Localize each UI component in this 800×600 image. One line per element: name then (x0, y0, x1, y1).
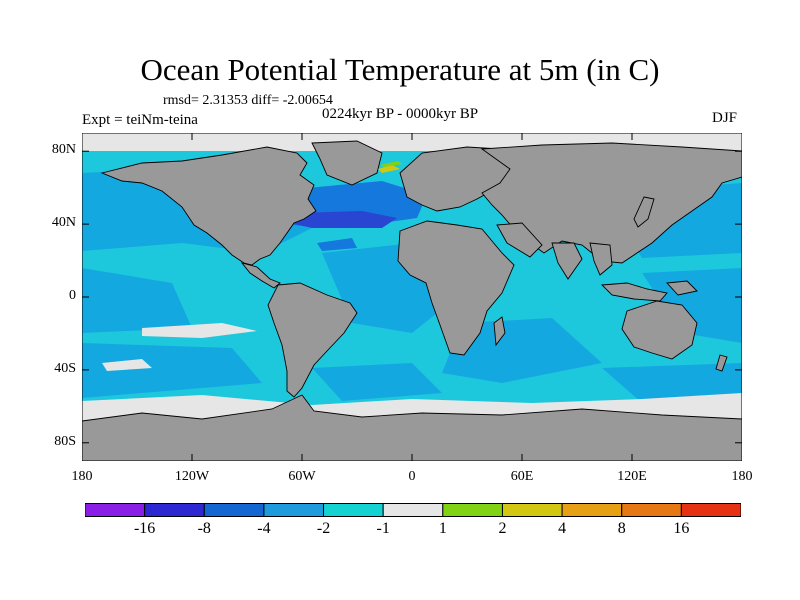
colorbar-swatch-0 (85, 503, 146, 517)
colorbar-label-3: -2 (316, 520, 331, 537)
colorbar-swatch-5 (382, 503, 444, 517)
experiment-label: Expt = teiNm-teina (82, 112, 198, 128)
colorbar-label-9: 16 (673, 520, 690, 537)
colorbar-swatch-9 (621, 503, 682, 517)
indonesia (600, 282, 668, 302)
lon-label-1: 120W (174, 469, 210, 484)
colorbar-swatch-1 (144, 503, 205, 517)
arctic-warm-streaks (378, 161, 402, 173)
colorbar-swatch-10 (680, 503, 741, 517)
colorbar-swatch-7 (501, 503, 563, 517)
land-masses (82, 140, 742, 461)
colorbar-swatch-2 (203, 503, 265, 517)
colorbar-label-0: -16 (133, 520, 156, 537)
lon-label-5: 120E (617, 469, 647, 484)
madagascar (493, 316, 506, 347)
lon-label-3: 0 (408, 469, 416, 484)
colorbar-swatch-4 (323, 503, 384, 517)
lat-label-80n: 80N (51, 142, 76, 158)
japan (633, 196, 655, 228)
statistics-label: rmsd= 2.31353 diff= -2.00654 (163, 93, 333, 108)
lat-label-0: 0 (69, 288, 76, 303)
lon-label-4: 60E (510, 469, 534, 484)
india (551, 242, 583, 280)
lat-label-40n: 40N (51, 215, 76, 231)
lon-label-0: 180 (71, 469, 93, 484)
period-label: 0224kyr BP - 0000kyr BP (322, 106, 479, 122)
new-guinea (666, 280, 698, 296)
colorbar-label-4: -1 (376, 520, 390, 537)
arabia (496, 222, 543, 258)
lon-label-2: 60W (288, 469, 316, 484)
colorbar-label-5: 1 (438, 520, 447, 537)
new-zealand (715, 354, 728, 372)
lat-label-40s: 40S (54, 360, 76, 376)
antarctica (82, 394, 742, 461)
colorbar-label-6: 2 (498, 520, 507, 537)
colorbar-swatch-6 (442, 503, 503, 517)
map-content (82, 133, 742, 461)
colorbar-label-7: 4 (558, 520, 567, 537)
southeast-asia (589, 242, 613, 276)
season-label: DJF (712, 110, 738, 126)
colorbar-label-8: 8 (617, 520, 626, 537)
colorbar-swatch-8 (561, 503, 623, 517)
axis-ticks (82, 133, 742, 461)
australia (621, 300, 698, 360)
central-america (240, 262, 281, 289)
north-america (100, 146, 317, 266)
colorbar-label-2: -4 (257, 520, 271, 537)
world-map (82, 133, 742, 461)
colorbar-swatch-3 (263, 503, 325, 517)
lat-label-80s: 80S (54, 433, 76, 449)
africa (397, 220, 515, 356)
colorbar (85, 503, 741, 517)
greenland (311, 140, 383, 186)
south-america (267, 282, 358, 398)
plot-title: Ocean Potential Temperature at 5m (in C) (140, 52, 660, 87)
colorbar-label-1: -8 (197, 520, 211, 537)
lon-label-6: 180 (731, 469, 753, 484)
